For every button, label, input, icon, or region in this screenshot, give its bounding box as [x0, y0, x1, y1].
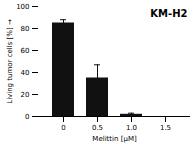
svg-text:80: 80	[21, 25, 30, 33]
svg-text:100: 100	[16, 3, 29, 11]
svg-text:KM-H2: KM-H2	[150, 8, 187, 19]
svg-text:1.5: 1.5	[160, 124, 171, 132]
svg-text:0: 0	[61, 124, 65, 132]
svg-text:20: 20	[21, 91, 30, 99]
svg-text:0.5: 0.5	[92, 124, 103, 132]
svg-text:Living tumor cells [%] →: Living tumor cells [%] →	[6, 19, 14, 104]
svg-text:Melittin [μM]: Melittin [μM]	[92, 135, 137, 143]
svg-text:0: 0	[25, 113, 29, 121]
svg-text:1.0: 1.0	[126, 124, 137, 132]
svg-text:40: 40	[21, 69, 30, 77]
svg-text:60: 60	[21, 47, 30, 55]
